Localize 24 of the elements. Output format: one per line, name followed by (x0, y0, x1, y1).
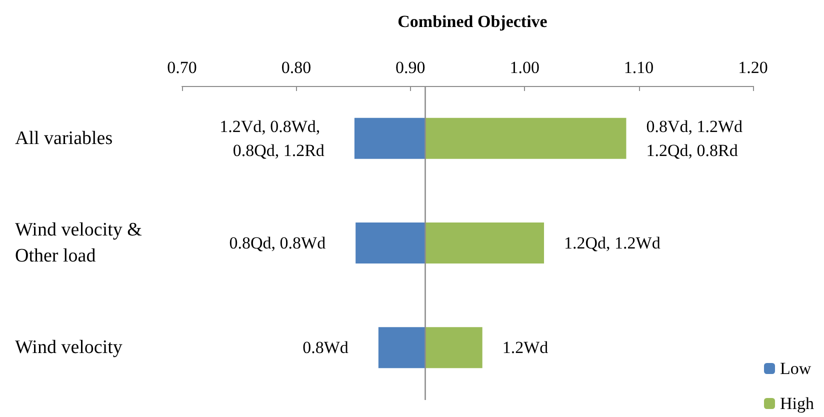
y-tick-label: Wind velocity & Other load (15, 220, 147, 266)
y-tick-label: Wind velocity (15, 337, 123, 358)
x-tick-label: 0.90 (396, 58, 426, 77)
x-tick-label: 1.20 (738, 58, 768, 77)
bar (425, 327, 482, 368)
annotation: 0.8Vd, 1.2Wd 1.2Qd, 0.8Rd (646, 116, 747, 160)
legend-label: High (780, 394, 814, 413)
bar (425, 118, 626, 159)
bar (378, 327, 426, 368)
chart-title: Combined Objective (398, 12, 548, 31)
bar (356, 222, 426, 264)
x-tick-label: 1.10 (624, 58, 654, 77)
annotation: 0.8Qd, 0.8Wd (229, 234, 326, 252)
legend-label: Low (780, 359, 812, 378)
bar (354, 118, 426, 159)
x-tick-label: 0.80 (281, 58, 312, 77)
annotation: 0.8Wd (302, 338, 349, 358)
x-tick-label: 0.70 (167, 58, 197, 77)
annotation: 1.2Wd (502, 338, 549, 358)
annotation: 1.2Vd, 0.8Wd, 0.8Qd, 1.2Rd (220, 116, 325, 160)
x-tick-label: 1.00 (510, 58, 540, 77)
annotation: 1.2Qd, 1.2Wd (564, 234, 661, 252)
y-tick-label: All variables (15, 128, 113, 149)
bar (425, 222, 544, 264)
